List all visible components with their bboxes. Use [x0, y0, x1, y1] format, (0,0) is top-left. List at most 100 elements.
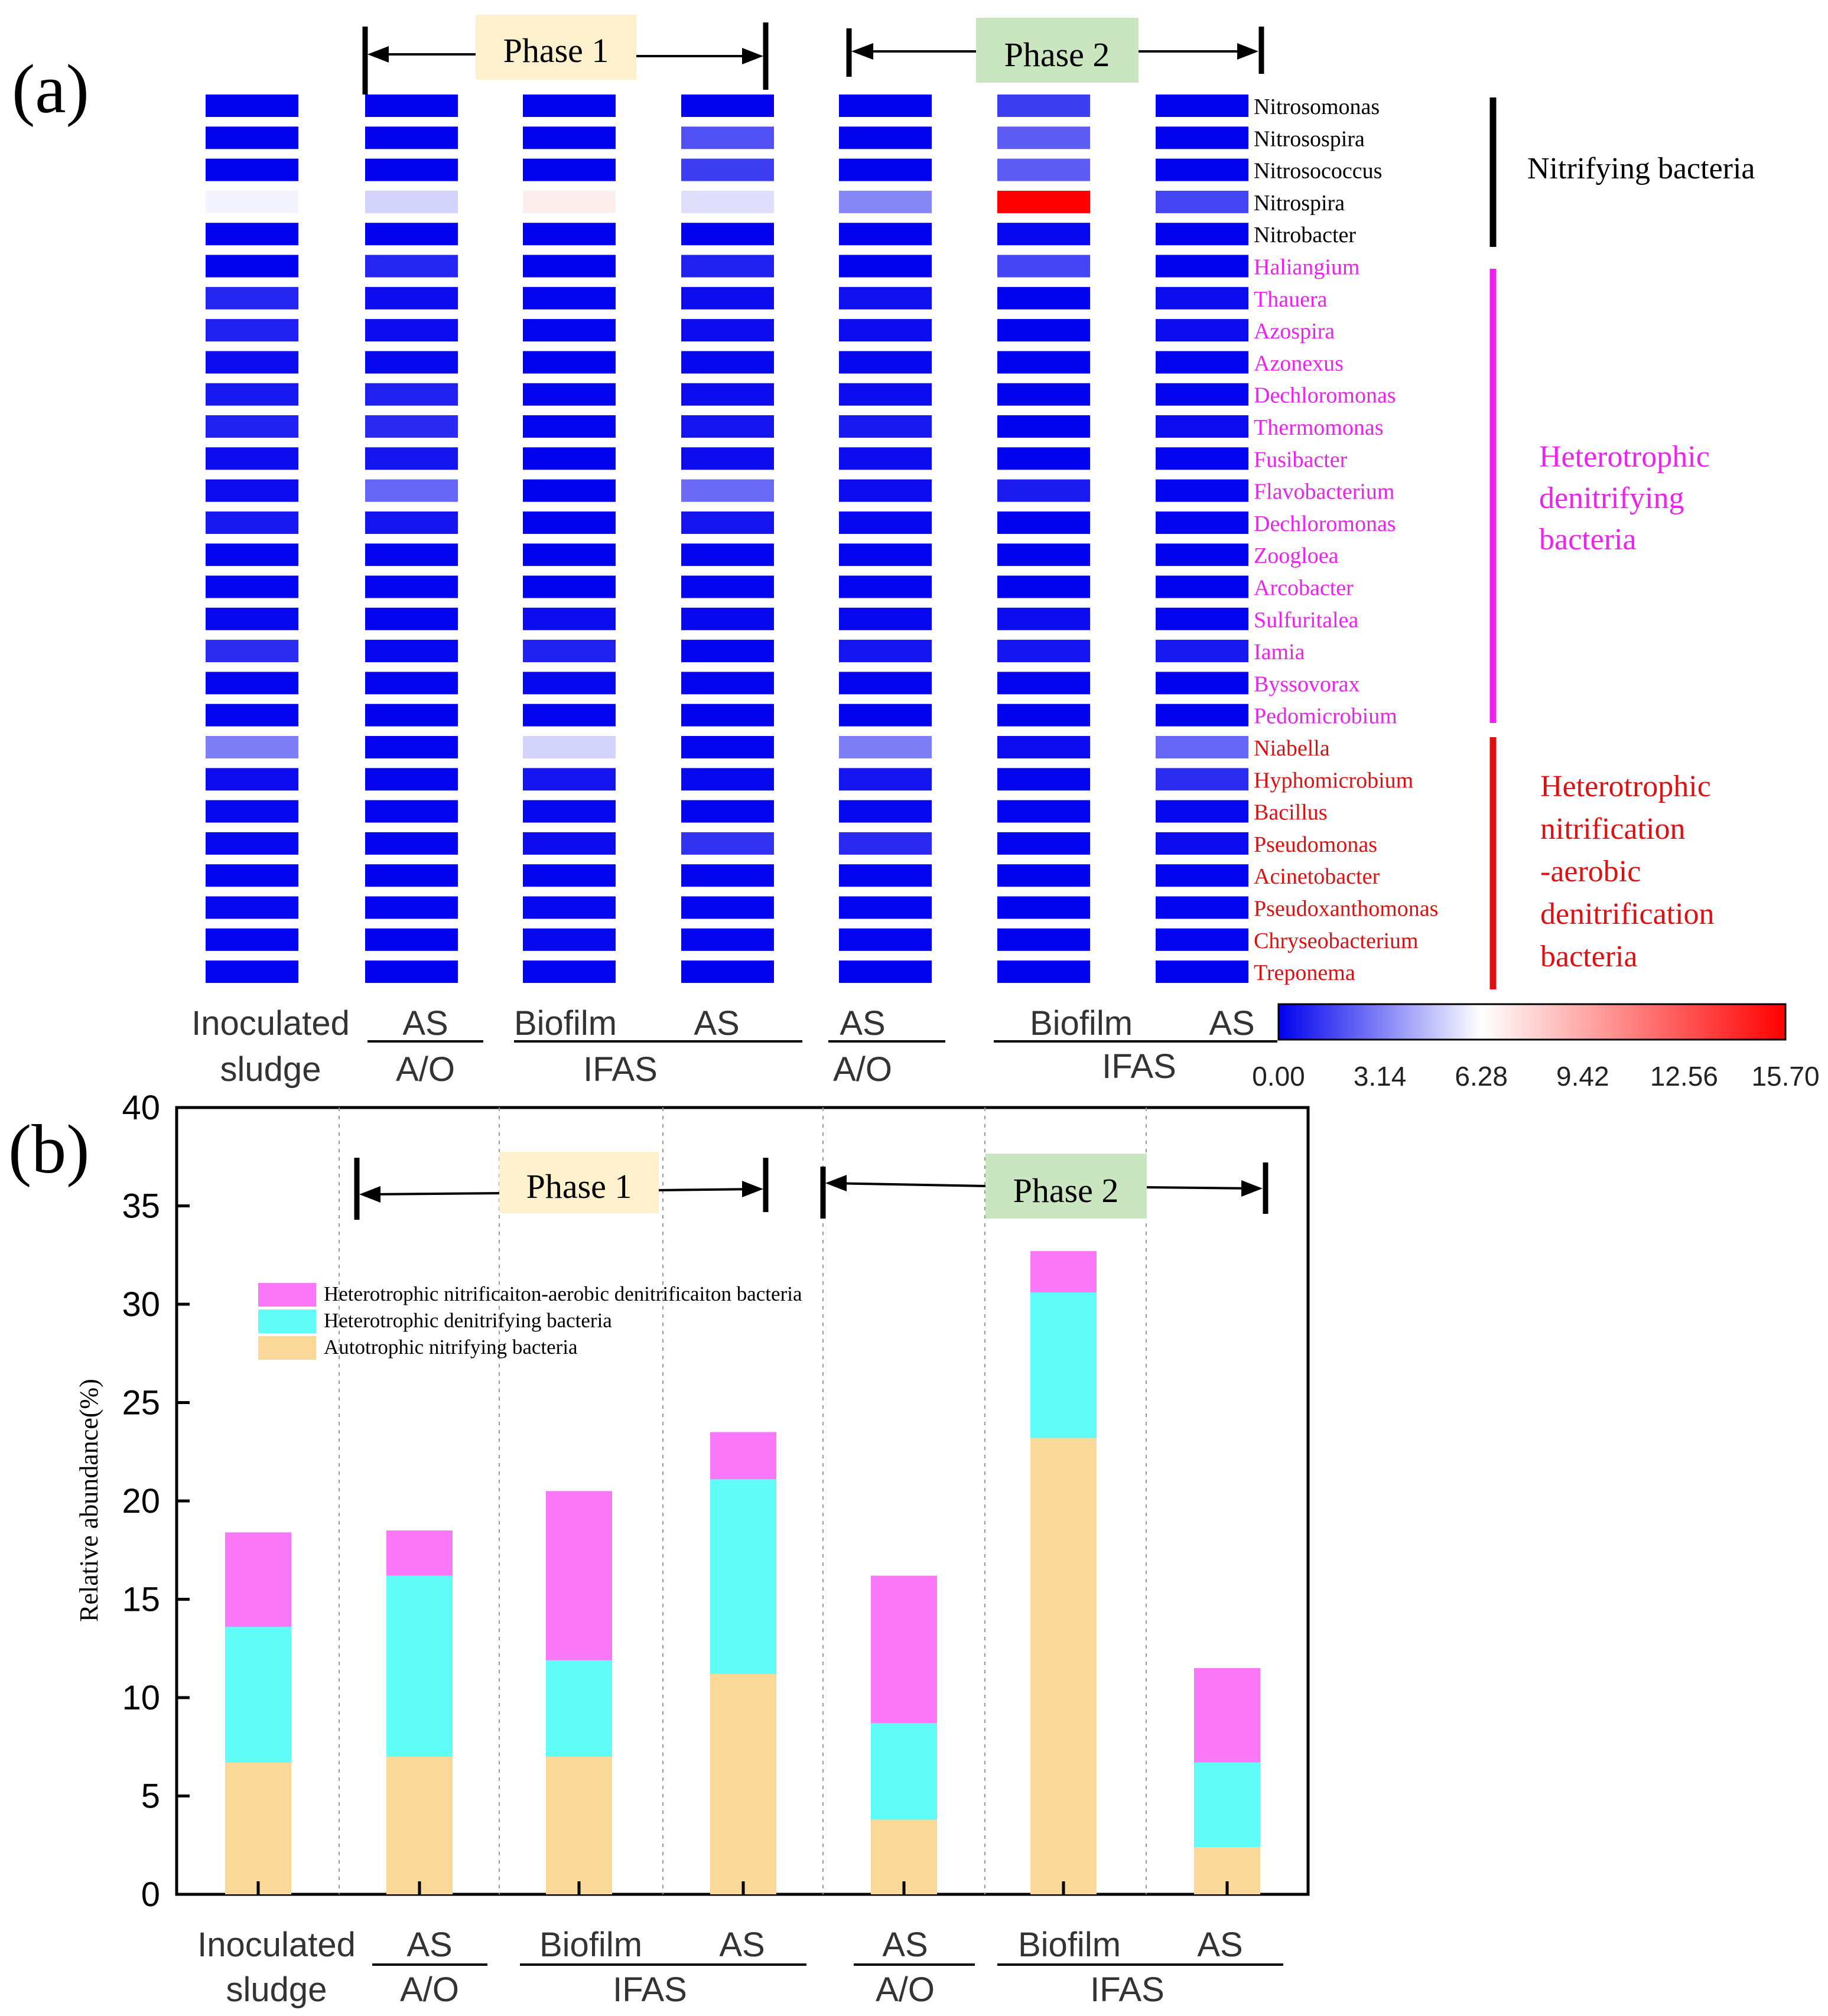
heatmap-cell [1156, 223, 1248, 246]
colorbar [1277, 1003, 1787, 1041]
heatmap-row-label: Iamia [1254, 640, 1305, 665]
heatmap-cell [206, 543, 298, 566]
x-sublabel: A/O [833, 1050, 892, 1089]
phase2-box-b [985, 1154, 1147, 1219]
heatmap-cell [523, 832, 616, 855]
heatmap-cell [365, 575, 458, 598]
heatmap-cell [523, 415, 616, 438]
heatmap-cell [997, 158, 1090, 181]
ifas-label-a1: IFAS [583, 1050, 658, 1089]
phase2-box-a [976, 18, 1139, 83]
x-sublabel: sludge [226, 1971, 327, 2009]
phase2-label-a: Phase 2 [1004, 35, 1110, 74]
group-label-denitrifying-3: bacteria [1539, 523, 1637, 556]
bar-segment [225, 1762, 291, 1894]
heatmap-cell [681, 158, 774, 181]
heatmap-cell [365, 255, 458, 278]
heatmap-cell [1156, 319, 1248, 342]
heatmap-cell [839, 543, 932, 566]
stacked-bars [225, 1251, 1260, 1894]
heatmap-cell [523, 255, 616, 278]
heatmap-row-label: Treponema [1254, 960, 1355, 985]
bar-segment [710, 1674, 776, 1894]
heatmap-cell [365, 351, 458, 374]
heatmap-cell [206, 800, 298, 823]
heatmap-cell [206, 255, 298, 278]
heatmap-cell [1156, 95, 1248, 117]
heatmap-cell [681, 832, 774, 855]
x-label: Biofilm [539, 1926, 642, 1964]
heatmap-cell [1156, 736, 1248, 758]
bar-segment [710, 1432, 776, 1480]
phase1-box-b [499, 1152, 659, 1213]
heatmap-row-label: Zoogloea [1254, 543, 1339, 568]
heatmap-cell [206, 864, 298, 887]
heatmap-row-label: Pseudomonas [1254, 832, 1377, 857]
heatmap-cell [997, 223, 1090, 246]
heatmap-cell [839, 447, 932, 470]
ifas-label-b1: IFAS [613, 1971, 687, 2009]
heatmap-cell [839, 736, 932, 758]
heatmap-cell [681, 255, 774, 278]
heatmap-cell [1156, 447, 1248, 470]
heatmap-cell [839, 896, 932, 919]
heatmap-cell [997, 415, 1090, 438]
heatmap-cell [839, 158, 932, 181]
heatmap-cell [523, 960, 616, 983]
heatmap-row-label: Azonexus [1254, 351, 1344, 376]
heatmap-cell [997, 383, 1090, 406]
phase1-box-a [476, 15, 636, 80]
heatmap-cell [997, 126, 1090, 149]
group-label-nitrifying: Nitrifying bacteria [1527, 152, 1755, 185]
heatmap-cell [365, 415, 458, 438]
heatmap-cell [681, 223, 774, 246]
x-label: AS [882, 1926, 928, 1964]
heatmap-cell [997, 255, 1090, 278]
heatmap-cell [839, 768, 932, 791]
heatmap-cell [523, 575, 616, 598]
heatmap-cell [997, 960, 1090, 983]
heatmap-cell [523, 543, 616, 566]
heatmap-cell [997, 543, 1090, 566]
heatmap-cell [681, 190, 774, 213]
legend-label: Heterotrophic denitrifying bacteria [324, 1309, 612, 1332]
group-label-hnad-5: bacteria [1540, 940, 1638, 973]
heatmap-cell [681, 928, 774, 951]
heatmap-cell [365, 607, 458, 630]
heatmap-cell [523, 896, 616, 919]
heatmap-row-label: Arcobacter [1254, 576, 1354, 601]
colorbar-tick-label: 6.28 [1455, 1061, 1508, 1092]
heatmap-cell [365, 383, 458, 406]
heatmap-cell [206, 960, 298, 983]
heatmap-cell [365, 736, 458, 758]
heatmap-cell [681, 736, 774, 758]
bar-segment [546, 1660, 612, 1757]
heatmap-cell [1156, 960, 1248, 983]
heatmap-cell [365, 928, 458, 951]
heatmap-cell [681, 286, 774, 310]
heatmap-cell [1156, 832, 1248, 855]
bar-segment [1030, 1292, 1097, 1438]
x-label: AS [406, 1926, 452, 1964]
heatmap-row-label: Azospira [1254, 319, 1335, 344]
x-sublabel: A/O [400, 1971, 459, 2009]
heatmap-cell [365, 640, 458, 663]
heatmap-cell [839, 511, 932, 534]
heatmap-cell [523, 672, 616, 695]
heatmap-cell [523, 319, 616, 342]
y-tick-label: 5 [141, 1777, 160, 1816]
heatmap-cell [997, 351, 1090, 374]
heatmap-row-label: Thauera [1254, 287, 1328, 312]
phase2-label-b: Phase 2 [1013, 1171, 1119, 1210]
ifas-label-a2: IFAS [1102, 1047, 1176, 1086]
heatmap-row-label: Thermomonas [1254, 415, 1384, 440]
legend: Heterotrophic nitrificaiton-aerobic deni… [258, 1282, 802, 1360]
heatmap-cell [997, 607, 1090, 630]
heatmap-row-label: Chryseobacterium [1254, 929, 1419, 953]
heatmap-cell [523, 447, 616, 470]
legend-label: Autotrophic nitrifying bacteria [324, 1336, 578, 1359]
heatmap-cell [523, 736, 616, 758]
bar-segment [225, 1627, 291, 1763]
x-label: Inoculated [191, 1004, 350, 1043]
heatmap-cell [1156, 511, 1248, 534]
